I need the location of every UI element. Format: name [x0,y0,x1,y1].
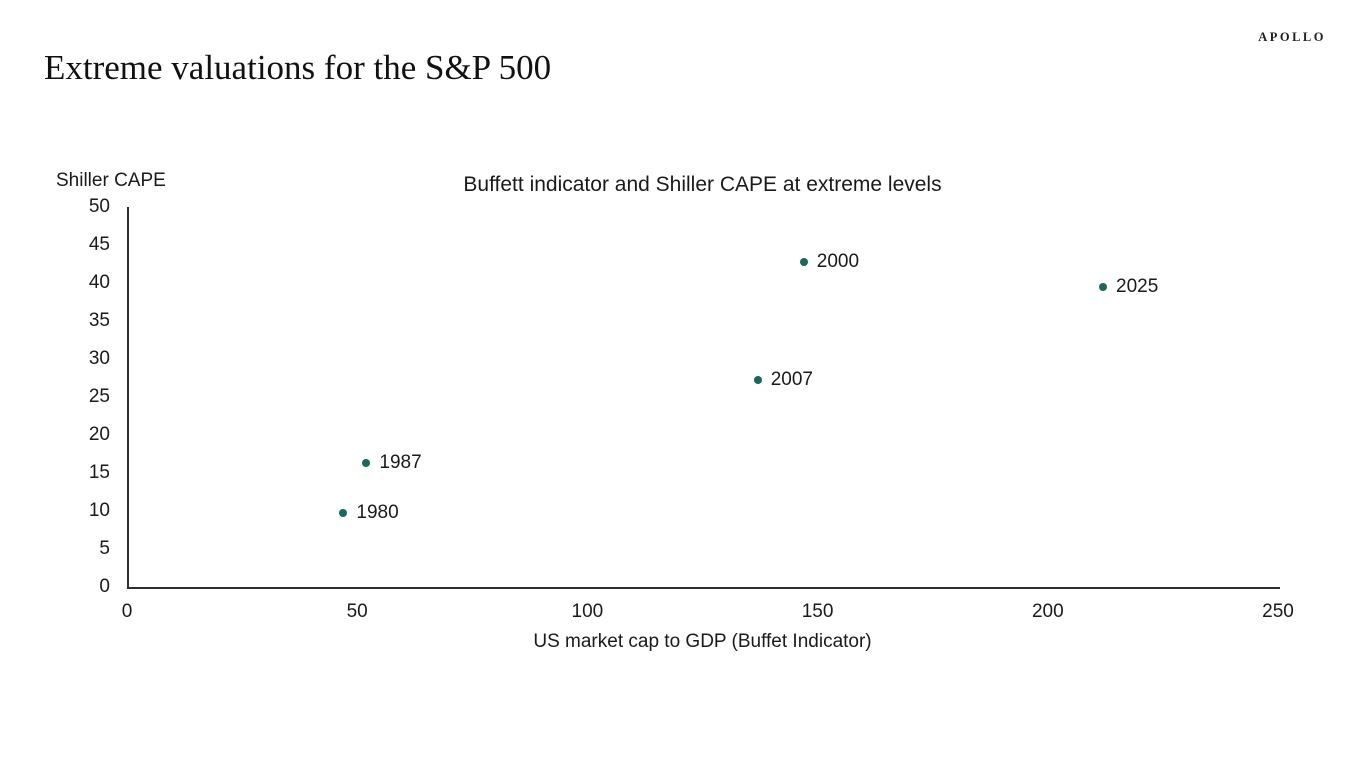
data-point-label: 1980 [356,502,399,524]
x-tick-label: 250 [1262,601,1294,622]
y-tick-label: 45 [88,234,110,255]
y-tick-label: 25 [88,386,110,407]
x-tick-label: 100 [571,601,604,622]
data-point-label: 2007 [770,369,814,391]
y-tick-label: 10 [88,500,110,521]
y-tick-label: 35 [88,310,110,331]
data-point [339,509,348,518]
x-tick-label: 200 [1031,601,1064,622]
plot-area [127,207,1280,589]
chart-title: Buffett indicator and Shiller CAPE at ex… [463,173,942,196]
apollo-logo: APOLLO [1258,30,1326,44]
data-point-label: 2025 [1116,275,1159,297]
data-point-label: 2000 [816,250,860,272]
data-point [362,459,371,468]
data-point [753,376,762,385]
y-tick-label: 40 [88,272,110,293]
y-tick-label: 15 [88,462,110,483]
y-tick-label: 20 [88,424,110,445]
x-axis-label: US market cap to GDP (Buffet Indicator) [533,631,872,652]
page-title: Extreme valuations for the S&P 500 [44,48,552,87]
data-point [799,257,808,266]
x-tick-label: 50 [346,601,368,622]
y-tick-label: 50 [88,196,110,217]
y-axis-label: Shiller CAPE [56,170,166,191]
data-point-label: 1987 [379,452,422,474]
y-tick-label: 5 [99,538,110,559]
data-point [1099,282,1108,291]
y-tick-label: 0 [99,576,110,597]
x-tick-label: 150 [801,601,834,622]
y-tick-label: 30 [88,348,110,369]
x-tick-label: 0 [121,601,133,622]
